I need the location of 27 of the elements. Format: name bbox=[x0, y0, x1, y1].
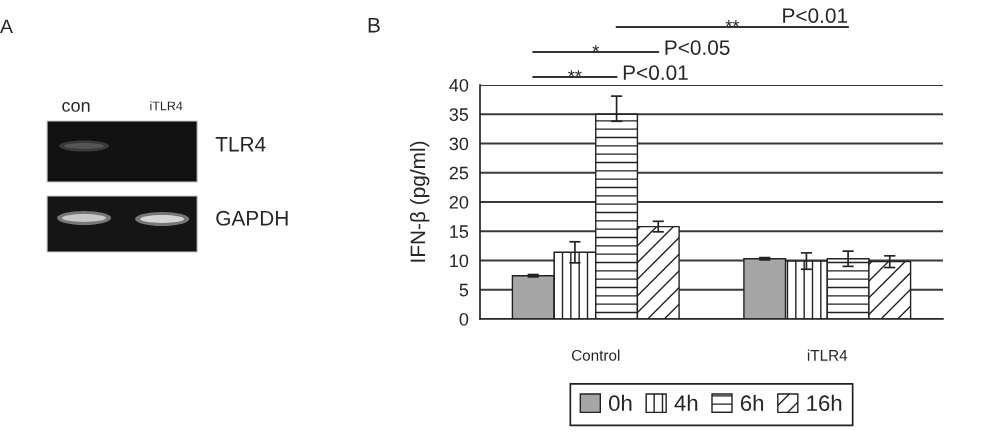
legend-label: 6h bbox=[740, 394, 764, 412]
legend-label: 16h bbox=[807, 394, 842, 412]
text: * bbox=[592, 45, 599, 52]
y-tick-label: 10 bbox=[450, 254, 469, 268]
x-tick-label: Control bbox=[571, 349, 620, 361]
y-tick-label: 25 bbox=[449, 166, 469, 180]
text: ** bbox=[568, 70, 582, 77]
y-tick-label: 35 bbox=[449, 108, 469, 121]
y-tick-label: 20 bbox=[449, 195, 469, 209]
text: P<0.01 bbox=[623, 65, 688, 81]
text: GAPDH bbox=[216, 210, 288, 226]
text: P<0.05 bbox=[665, 40, 730, 55]
text: P<0.01 bbox=[783, 8, 848, 24]
y-tick-label: 5 bbox=[459, 283, 469, 297]
chart-title: B bbox=[368, 18, 380, 33]
y-tick-label: 40 bbox=[449, 78, 469, 92]
text: con bbox=[62, 101, 90, 112]
y-tick-label: 0 bbox=[459, 312, 469, 326]
text: ** bbox=[725, 20, 740, 27]
text: iTLR4 bbox=[150, 101, 183, 111]
y-axis-title: IFN-β (pg/ml) bbox=[409, 141, 430, 262]
legend-label: 0h bbox=[608, 394, 632, 412]
y-tick-label: 30 bbox=[449, 137, 469, 151]
legend-label: 4h bbox=[674, 394, 698, 411]
text: A bbox=[0, 19, 13, 34]
y-tick-label: 15 bbox=[450, 225, 469, 238]
text: TLR4 bbox=[215, 137, 266, 152]
